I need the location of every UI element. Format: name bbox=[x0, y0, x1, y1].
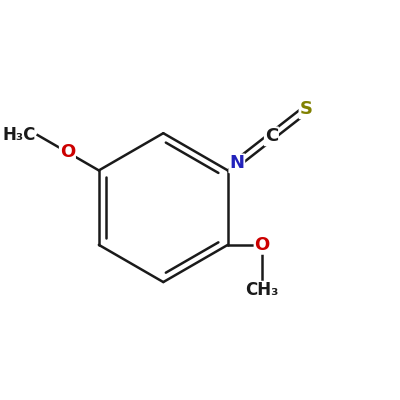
Text: O: O bbox=[254, 236, 270, 254]
Text: N: N bbox=[229, 154, 244, 172]
Text: C: C bbox=[265, 127, 278, 145]
Text: H₃C: H₃C bbox=[2, 126, 36, 144]
Text: CH₃: CH₃ bbox=[246, 281, 279, 299]
Text: S: S bbox=[300, 100, 312, 118]
Text: O: O bbox=[60, 143, 75, 161]
